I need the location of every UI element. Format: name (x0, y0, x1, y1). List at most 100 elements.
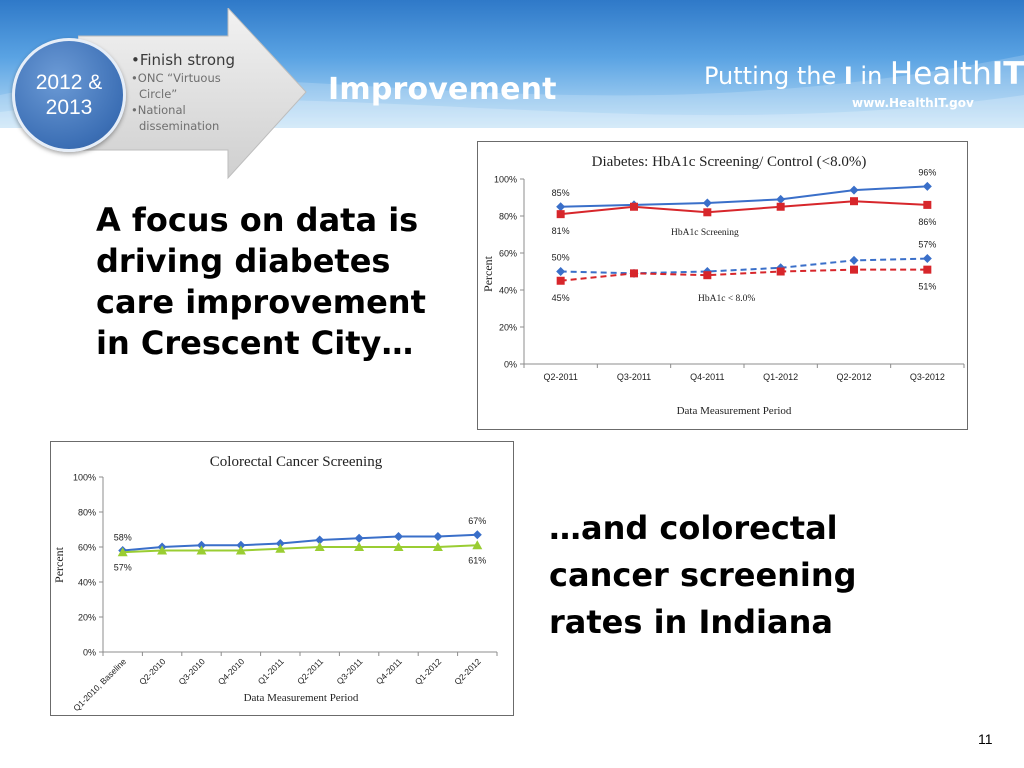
data-label: 85% (552, 188, 570, 198)
timeline-arrow (78, 8, 307, 180)
data-point (776, 194, 786, 204)
y-tick-label: 80% (78, 508, 96, 518)
year-label-line2: 2013 (45, 96, 93, 119)
diabetes-chart-title: Diabetes: HbA1c Screening/ Control (<8.0… (592, 154, 867, 170)
data-point (393, 542, 404, 551)
data-point (850, 197, 858, 206)
data-label: 86% (918, 217, 936, 227)
year-label-line1: 2012 & (35, 71, 103, 94)
crc-chart-title: Colorectal Cancer Screening (210, 454, 383, 470)
crc-y-axis-label: Percent (52, 546, 66, 583)
y-tick-label: 60% (78, 543, 96, 553)
data-point (432, 542, 443, 551)
data-point (556, 276, 565, 285)
data-point (630, 269, 638, 278)
x-tick-label: Q2-2012 (452, 656, 483, 687)
series-line (122, 533, 478, 552)
bullet-national-line1: •National (131, 103, 186, 117)
data-point (354, 533, 364, 543)
data-label: 58% (114, 533, 132, 543)
x-tick-label: Q2-2011 (543, 372, 577, 382)
x-tick-label: Q3-2010 (176, 656, 207, 687)
x-tick-label: Q4-2010 (216, 656, 247, 687)
data-label: 61% (468, 555, 486, 565)
data-point (703, 208, 712, 217)
series-line (560, 268, 928, 282)
series-line (560, 200, 928, 216)
crc-x-axis-label: Data Measurement Period (244, 692, 359, 704)
x-tick-label: Q1-2012 (763, 372, 798, 382)
data-point (850, 265, 858, 274)
data-point (394, 532, 403, 541)
data-label: 57% (918, 240, 936, 250)
x-tick-label: Q3-2012 (910, 372, 945, 382)
bullet-national-line2: dissemination (139, 119, 220, 133)
data-point (702, 198, 712, 208)
y-tick-label: 20% (78, 613, 96, 623)
data-label: 45% (552, 293, 570, 303)
finish-strong-text: •Finish strong (131, 51, 236, 69)
data-point (314, 542, 325, 551)
data-point (849, 255, 859, 265)
logo-part-i: I (843, 62, 853, 90)
y-tick-label: 60% (499, 249, 517, 259)
data-point (630, 202, 638, 211)
data-point (197, 540, 206, 550)
data-point (354, 542, 365, 551)
diabetes-y-axis-label: Percent (481, 255, 495, 292)
diabetes-focus-text: A focus on data is driving diabetes care… (96, 201, 426, 362)
crc-chart: Colorectal Cancer Screening Data Measure… (50, 441, 514, 716)
data-point (472, 540, 483, 550)
slide-number: 11 (978, 731, 993, 747)
data-point (922, 254, 932, 264)
x-tick-label: Q2-2012 (836, 372, 871, 382)
logo-part3: Health (889, 56, 992, 92)
y-tick-label: 100% (73, 473, 96, 483)
data-point (923, 265, 932, 274)
logo-part1: Putting the (704, 62, 844, 90)
data-point (922, 181, 932, 191)
y-tick-label: 20% (499, 323, 517, 333)
x-tick-label: Q4-2011 (690, 372, 724, 382)
x-tick-label: Q1-2010, Baseline (71, 656, 128, 713)
data-point (157, 545, 168, 555)
healthit-logo: Putting the I in HealthIT★ www.HealthIT.… (704, 56, 1024, 110)
data-point (776, 202, 785, 211)
series-line (560, 185, 928, 208)
x-tick-label: Q2-2011 (295, 656, 325, 686)
x-tick-label: Q1-2012 (413, 656, 444, 687)
data-point (433, 532, 443, 541)
crc-rates-text: …and colorectal cancer screening rates i… (549, 509, 857, 641)
diabetes-chart-svg: Diabetes: HbA1c Screening/ Control (<8.0… (481, 154, 965, 417)
series-line (560, 257, 928, 275)
data-point (472, 530, 482, 540)
crc-plot-area: 0% 20% 40% 60% 80% 100% Q1-2010, Baseline Q2-20… (71, 473, 498, 713)
crc-chart-svg: Colorectal Cancer Screening Data Measure… (52, 454, 498, 713)
data-point (556, 267, 566, 276)
logo-part-it: IT (991, 56, 1024, 92)
x-tick-label: Q3-2011 (617, 372, 651, 382)
bullet-onc-line1: •ONC “Virtuous (131, 71, 221, 85)
data-point (849, 185, 859, 195)
y-tick-label: 0% (504, 360, 517, 370)
arrow-bullets: •Finish strong •ONC “Virtuous Circle” •N… (131, 52, 235, 134)
data-point (703, 271, 712, 280)
annotation-hba1c-control: HbA1c < 8.0% (698, 294, 755, 304)
data-point (776, 267, 785, 276)
data-point (117, 547, 128, 557)
data-label: 81% (552, 226, 570, 236)
data-label: 51% (918, 282, 936, 292)
data-point (235, 545, 246, 555)
data-point (275, 539, 285, 548)
diabetes-x-axis-label: Data Measurement Period (677, 405, 792, 417)
data-label: 50% (552, 253, 570, 263)
bullet-onc-line2: Circle” (139, 87, 178, 101)
x-tick-label: Q3-2011 (334, 656, 364, 686)
y-tick-label: 80% (499, 212, 517, 222)
x-tick-label: Q2-2010 (137, 656, 168, 687)
data-point (275, 543, 286, 553)
data-point (315, 535, 325, 545)
annotation-hba1c-screening: HbA1c Screening (671, 228, 739, 238)
data-label: 57% (114, 562, 132, 572)
x-tick-label: Q4-2011 (374, 656, 404, 686)
